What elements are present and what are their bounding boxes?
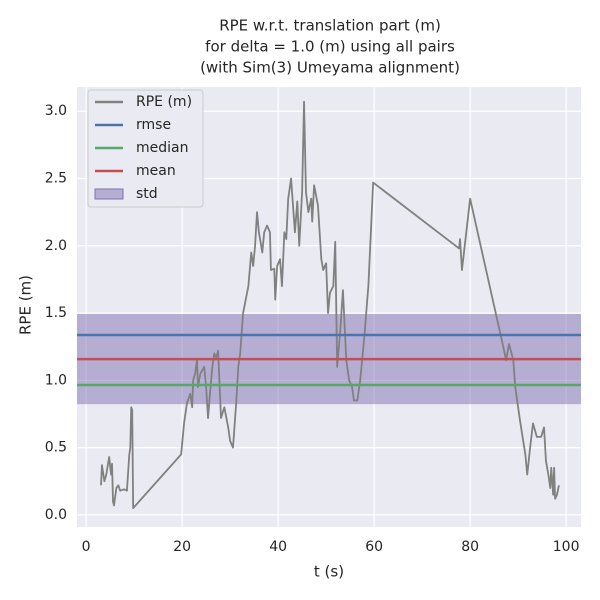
legend-swatch — [94, 188, 124, 200]
x-tick-label: 20 — [173, 539, 191, 555]
y-tick-label: 2.5 — [45, 170, 67, 186]
legend-label: mean — [136, 163, 176, 179]
y-axis-label: RPE (m) — [17, 275, 35, 335]
chart-title: RPE w.r.t. translation part (m) — [219, 17, 441, 35]
legend-label: std — [136, 186, 158, 202]
y-tick-label: 1.0 — [45, 372, 67, 388]
legend-label: RPE (m) — [136, 94, 192, 110]
y-tick-label: 1.5 — [45, 305, 67, 321]
data-line — [100, 100, 560, 510]
y-tick-label: 0.5 — [45, 440, 67, 456]
legend-label: rmse — [136, 117, 171, 133]
x-tick-label: 60 — [365, 539, 383, 555]
x-tick-label: 0 — [82, 539, 91, 555]
chart-title: for delta = 1.0 (m) using all pairs — [205, 38, 455, 56]
legend-box — [87, 89, 204, 208]
y-tick-label: 3.0 — [45, 103, 67, 119]
y-tick-label: 0.0 — [45, 507, 67, 523]
x-tick-label: 100 — [553, 539, 580, 555]
chart-title: (with Sim(3) Umeyama alignment) — [200, 59, 460, 77]
x-tick-label: 40 — [269, 539, 287, 555]
x-axis-label: t (s) — [314, 563, 344, 581]
x-tick-label: 80 — [461, 539, 479, 555]
legend-label: median — [136, 140, 188, 156]
y-tick-label: 2.0 — [45, 238, 67, 254]
